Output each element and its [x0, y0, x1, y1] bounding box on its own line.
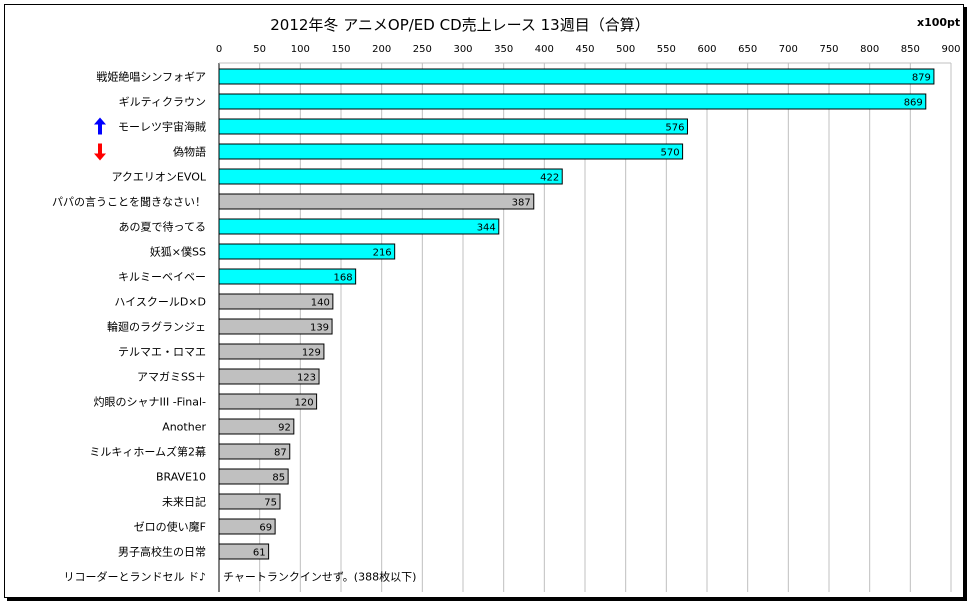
- bar: [218, 318, 333, 335]
- category-label: 偽物語: [173, 145, 206, 159]
- x-tick-label: 200: [372, 44, 391, 55]
- x-tick-label: 550: [657, 44, 676, 55]
- x-tick-label: 700: [779, 44, 798, 55]
- category-label: ギルティクラウン: [119, 96, 206, 109]
- bar-value-label: 61: [253, 548, 266, 559]
- bar: [218, 93, 927, 110]
- x-tick-label: 250: [413, 44, 432, 55]
- bar-value-label: 87: [274, 448, 287, 459]
- bar-value-label: 387: [512, 198, 531, 209]
- category-label: テルマエ・ロマエ: [118, 346, 206, 359]
- bar-value-label: 422: [540, 173, 559, 184]
- category-label: リコーダーとランドセル ド♪: [63, 570, 206, 584]
- unit-label: x100pt: [917, 16, 960, 29]
- bar-value-label: 869: [904, 98, 923, 109]
- x-tick-label: 900: [941, 44, 960, 55]
- bar-value-label: 85: [272, 473, 285, 484]
- bar: [218, 343, 325, 360]
- bar: [218, 393, 318, 410]
- bar-value-label: 120: [295, 398, 314, 409]
- bar: [218, 243, 396, 260]
- bar: [218, 368, 320, 385]
- category-label: 男子高校生の日常: [118, 545, 206, 559]
- bar: [218, 443, 291, 460]
- category-label: 灼眼のシャナIII -Final-: [93, 395, 206, 409]
- category-label: あの夏で待ってる: [119, 220, 206, 234]
- category-label: 輪廻のラグランジェ: [107, 320, 206, 334]
- bar-value-label: 570: [661, 148, 680, 159]
- bar: [218, 518, 276, 535]
- bar-value-label: 168: [334, 273, 353, 284]
- x-tick-label: 350: [494, 44, 513, 55]
- x-tick-label: 50: [253, 44, 266, 55]
- bar: [218, 218, 500, 235]
- bar-value-label: 140: [311, 298, 330, 309]
- category-label: 未来日記: [162, 495, 206, 509]
- up-arrow-icon: [94, 117, 106, 135]
- category-label: ミルキィホームズ第2幕: [89, 445, 206, 459]
- bar-value-label: 69: [259, 523, 272, 534]
- bar-value-label: 92: [278, 423, 291, 434]
- category-label: アマガミSS＋: [137, 371, 206, 384]
- category-label: 戦姫絶唱シンフォギア: [96, 70, 206, 84]
- x-tick-label: 650: [738, 44, 757, 55]
- bar: [218, 493, 281, 510]
- x-tick-label: 150: [331, 44, 350, 55]
- bar: [218, 118, 688, 135]
- trend-arrows: [94, 117, 106, 161]
- chart-title: 2012年冬 アニメOP/ED CD売上レース 13週目（合算）: [270, 16, 649, 34]
- bar: [218, 543, 270, 560]
- bar: [218, 168, 563, 185]
- category-label: アクエリオンEVOL: [111, 171, 206, 184]
- x-tick-label: 300: [453, 44, 472, 55]
- category-label: ハイスクールD×D: [114, 296, 206, 309]
- x-tick-labels: 0 50 100 150 200 250 300 350 400 450 500 550 600 650 7…: [216, 44, 961, 55]
- bar-value-label: 129: [302, 348, 321, 359]
- bar-value-label: 576: [665, 123, 684, 134]
- bar: [218, 143, 684, 160]
- bars: 879 869 576 570 422 387 344 216 168 140 139 129 123 1…: [218, 68, 935, 584]
- bar-value-label: 216: [373, 248, 392, 259]
- bar-value-label: 879: [912, 73, 931, 84]
- x-tick-label: 400: [535, 44, 554, 55]
- x-tick-label: 800: [860, 44, 879, 55]
- bar: [218, 418, 295, 435]
- x-tick-label: 750: [819, 44, 838, 55]
- bar: [218, 293, 334, 310]
- x-tick-label: 100: [291, 44, 310, 55]
- bar-value-label: 123: [297, 373, 316, 384]
- bar: [218, 468, 289, 485]
- x-tick-label: 500: [616, 44, 635, 55]
- down-arrow-icon: [94, 143, 106, 161]
- no-rank-note: チャートランクインせず。(388枚以下): [223, 570, 416, 584]
- bar-value-label: 344: [477, 223, 496, 234]
- bar: [218, 193, 535, 210]
- category-label: Another: [162, 421, 206, 434]
- bar: [218, 268, 357, 285]
- category-label: モーレツ宇宙海賊: [118, 120, 206, 134]
- category-label: キルミーベイベー: [118, 271, 206, 284]
- category-label: BRAVE10: [156, 471, 206, 484]
- category-label: パパの言うことを聞きなさい！: [52, 196, 206, 209]
- bar-value-label: 75: [264, 498, 277, 509]
- x-tick-label: 850: [901, 44, 920, 55]
- x-tick-label: 450: [575, 44, 594, 55]
- bar: [218, 68, 935, 85]
- bar-value-label: 139: [310, 323, 329, 334]
- x-tick-label: 600: [697, 44, 716, 55]
- category-label: ゼロの使い魔F: [134, 520, 206, 534]
- x-tick-label: 0: [216, 44, 222, 55]
- category-label: 妖狐×僕SS: [150, 245, 206, 259]
